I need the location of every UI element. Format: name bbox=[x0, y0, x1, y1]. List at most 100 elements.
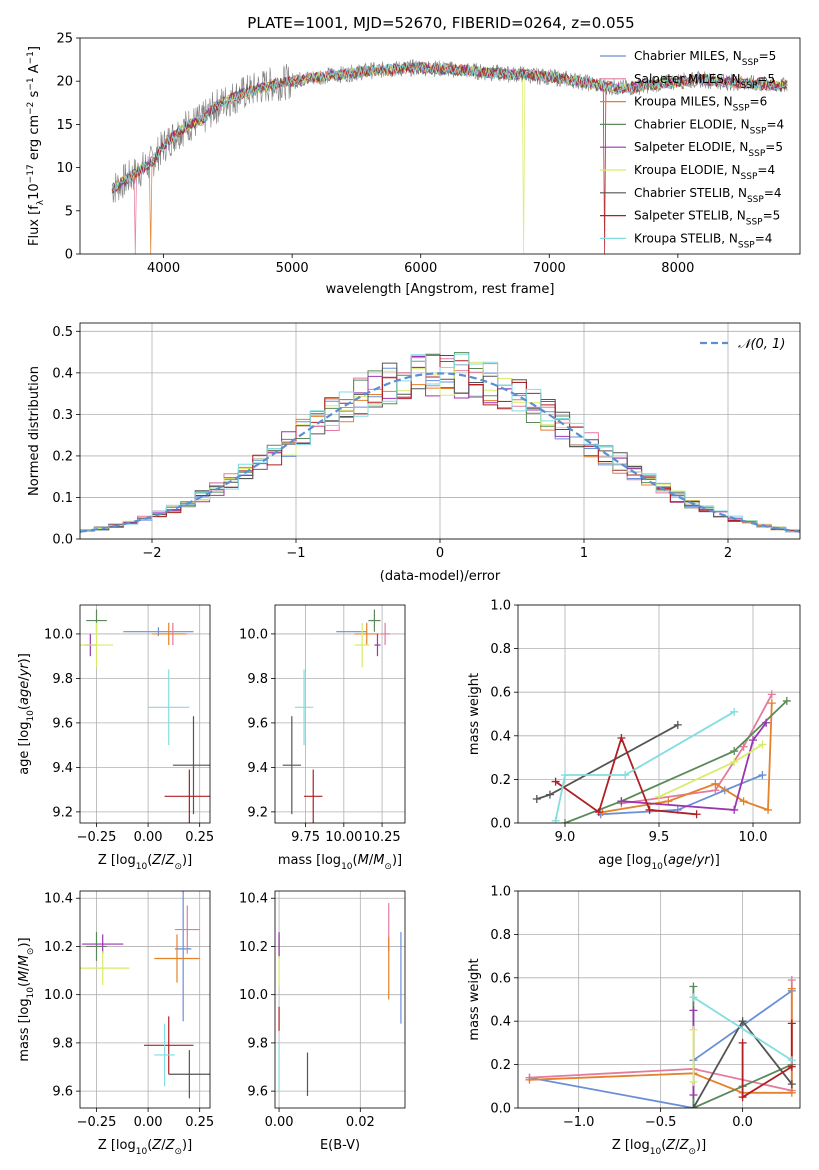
y-tick-label: 0.3 bbox=[52, 408, 73, 423]
model-spectrum-line bbox=[111, 61, 788, 254]
weight-marker bbox=[689, 982, 698, 991]
weight-marker bbox=[689, 1104, 698, 1108]
error-bars bbox=[282, 609, 390, 823]
x-tick-label: −0.25 bbox=[77, 1115, 117, 1130]
legend-label: Kroupa MILES, NSSP=6 bbox=[634, 95, 767, 114]
age-vs-metallicity-panel: −0.25 0.00 0.25 9.2 9.4 9.6 9.8 10.0 Z [log10(Z/… bbox=[17, 604, 214, 872]
y-tick-label: 9.2 bbox=[247, 805, 268, 820]
y-tick-label: 0 bbox=[65, 248, 73, 263]
y-tick-label: 10.0 bbox=[239, 627, 268, 642]
y-tick-label: 0.4 bbox=[490, 1015, 511, 1030]
legend-label: Chabrier MILES, NSSP=5 bbox=[634, 49, 776, 68]
weight-marker bbox=[762, 718, 771, 727]
weight-marker bbox=[673, 720, 682, 729]
y-tick-label: 10.4 bbox=[44, 892, 73, 907]
model-spectrum-line bbox=[111, 60, 788, 254]
weight-marker bbox=[551, 777, 560, 786]
x-tick-label: 7000 bbox=[533, 261, 566, 276]
residual-histogram-panel: −2 −1 0 1 2 0.0 0.1 0.2 0.3 0.4 0.5 (data-model)/er… bbox=[27, 322, 801, 584]
x-tick-label: 0.00 bbox=[265, 1115, 294, 1130]
weight-marker bbox=[764, 805, 773, 814]
y-axis-label: mass weight bbox=[467, 673, 482, 755]
axes-frame bbox=[79, 322, 801, 540]
x-tick-label: 0.25 bbox=[185, 1115, 214, 1130]
x-tick-label: 10.00 bbox=[325, 830, 362, 845]
weight-marker bbox=[739, 797, 748, 806]
weight-line bbox=[741, 1023, 793, 1099]
mass-vs-extinction-panel: 0.00 0.02 9.6 9.8 10.0 10.2 10.4 E(B-V) bbox=[239, 890, 406, 1153]
y-tick-label: 9.6 bbox=[247, 716, 268, 731]
x-tick-label: 6000 bbox=[404, 261, 437, 276]
model-spectrum-line bbox=[111, 61, 788, 254]
x-tick-label: 9.75 bbox=[291, 830, 320, 845]
weight-marker bbox=[782, 696, 791, 705]
y-axis-label: Normed distribution bbox=[27, 366, 42, 496]
mass-weight-vs-metallicity-panel: −1.0 −0.5 0.0 0.0 0.2 0.4 0.6 0.8 1.0 Z [log10(Z/… bbox=[467, 885, 801, 1157]
weight-marker bbox=[787, 1088, 796, 1097]
weight-marker bbox=[758, 771, 767, 780]
weight-marker bbox=[767, 690, 776, 699]
y-tick-label: 10 bbox=[56, 161, 73, 176]
x-tick-label: 10.0 bbox=[739, 830, 768, 845]
y-tick-label: 1.0 bbox=[490, 885, 511, 900]
weight-marker bbox=[730, 805, 739, 814]
y-tick-label: 0.4 bbox=[52, 366, 73, 381]
legend-label: Salpeter STELIB, NSSP=5 bbox=[634, 209, 780, 228]
x-tick-label: −0.25 bbox=[77, 830, 117, 845]
y-tick-label: 9.4 bbox=[247, 761, 268, 776]
y-tick-label: 20 bbox=[56, 75, 73, 90]
x-axis-label: E(B-V) bbox=[320, 1138, 360, 1153]
weight-marker bbox=[738, 1038, 747, 1047]
weight-marker bbox=[711, 779, 720, 788]
model-spectrum-line bbox=[111, 62, 788, 254]
weight-line bbox=[658, 743, 763, 798]
y-tick-label: 9.8 bbox=[52, 1036, 73, 1051]
axes-frame bbox=[517, 604, 801, 824]
y-tick-label: 9.4 bbox=[52, 761, 73, 776]
legend-label: 𝒩(0, 1) bbox=[738, 337, 785, 352]
weight-marker bbox=[551, 816, 560, 823]
axes-frame bbox=[79, 604, 211, 824]
y-tick-label: 0.6 bbox=[490, 971, 511, 986]
error-bars bbox=[80, 609, 210, 823]
legend-label: Chabrier ELODIE, NSSP=4 bbox=[634, 117, 784, 136]
x-tick-label: 0.00 bbox=[134, 1115, 163, 1130]
weight-marker bbox=[689, 1077, 698, 1086]
weight-marker bbox=[758, 740, 767, 749]
weight-marker bbox=[787, 975, 796, 984]
legend-label: Kroupa ELODIE, NSSP=4 bbox=[634, 163, 775, 182]
y-tick-label: 15 bbox=[56, 118, 73, 133]
weight-marker bbox=[730, 747, 739, 756]
y-tick-label: 9.6 bbox=[52, 1085, 73, 1100]
y-tick-label: 10.0 bbox=[44, 627, 73, 642]
weight-lines bbox=[532, 690, 791, 823]
weight-line bbox=[602, 703, 773, 813]
y-tick-label: 0.6 bbox=[490, 686, 511, 701]
y-tick-label: 0.8 bbox=[490, 642, 511, 657]
weight-marker bbox=[561, 819, 569, 823]
x-axis-label: age [log10(age/yr)] bbox=[598, 853, 720, 872]
x-tick-label: −0.5 bbox=[645, 1115, 677, 1130]
axes-frame bbox=[274, 890, 406, 1109]
mass-weight-vs-age-panel: 9.0 9.5 10.0 0.0 0.2 0.4 0.6 0.8 1.0 age [log10(a… bbox=[467, 599, 801, 872]
weight-marker bbox=[692, 810, 701, 819]
weight-line bbox=[554, 711, 735, 821]
legend-label: Salpeter MILES, NSSP=5 bbox=[634, 72, 775, 91]
histogram-series bbox=[80, 353, 800, 533]
y-tick-label: 0.4 bbox=[490, 729, 511, 744]
y-tick-label: 0.1 bbox=[52, 491, 73, 506]
x-axis-label: (data-model)/error bbox=[380, 569, 501, 584]
x-tick-label: 8000 bbox=[661, 261, 694, 276]
spectrum-legend: Chabrier MILES, NSSP=5 Salpeter MILES, NS… bbox=[600, 49, 784, 250]
weight-marker bbox=[787, 984, 796, 993]
weight-marker bbox=[689, 1090, 698, 1099]
legend-label: Kroupa STELIB, NSSP=4 bbox=[634, 231, 772, 250]
x-tick-label: 0.02 bbox=[346, 1115, 375, 1130]
figure-title: PLATE=1001, MJD=52670, FIBERID=0264, z=0… bbox=[247, 14, 634, 32]
weight-marker bbox=[730, 757, 739, 766]
weight-marker bbox=[738, 1017, 747, 1026]
weight-marker bbox=[787, 1056, 796, 1065]
legend-label: Chabrier STELIB, NSSP=4 bbox=[634, 186, 782, 205]
x-tick-label: 2 bbox=[724, 546, 732, 561]
